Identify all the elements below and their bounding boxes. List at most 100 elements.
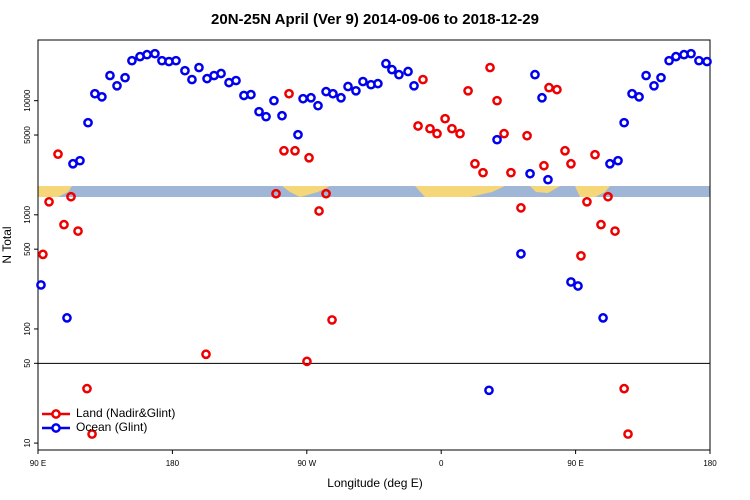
point [492, 134, 502, 145]
land-patch [415, 186, 505, 197]
x-tick-label: 0 [439, 459, 444, 468]
point [516, 203, 526, 213]
x-axis-label: Longitude (deg E) [327, 476, 422, 490]
point [254, 106, 264, 117]
point [381, 58, 391, 69]
point [279, 145, 289, 156]
point [277, 110, 287, 121]
point [38, 249, 48, 260]
point [447, 123, 457, 134]
legend-marker [51, 423, 61, 433]
point [485, 62, 495, 73]
point [150, 48, 160, 59]
point [598, 313, 608, 323]
point [544, 82, 554, 93]
point [403, 66, 413, 77]
point [413, 121, 423, 131]
point [418, 74, 428, 85]
point [327, 315, 337, 325]
point [271, 188, 281, 199]
point [694, 55, 704, 66]
point [306, 92, 316, 103]
point [44, 196, 54, 207]
point [304, 152, 314, 163]
point [194, 62, 204, 73]
point [87, 429, 97, 439]
point [623, 429, 633, 439]
point [231, 75, 241, 86]
point [686, 48, 696, 59]
x-tick-label: 90 E [567, 459, 583, 468]
x-tick-label: 90 E [30, 459, 46, 468]
point [440, 113, 450, 124]
point [142, 49, 152, 60]
point [649, 80, 659, 91]
legend-marker [51, 409, 61, 419]
point [671, 51, 681, 62]
legend-label: Land (Nadir&Glint) [76, 406, 175, 420]
ocean-strip [38, 186, 710, 197]
land-patch [530, 186, 560, 193]
point [619, 383, 629, 394]
y-tick-label: 100 [23, 322, 32, 336]
point [522, 130, 532, 141]
point [499, 128, 509, 139]
point [566, 158, 576, 169]
point [590, 149, 600, 160]
point [187, 74, 197, 85]
point [539, 160, 549, 171]
point [478, 167, 488, 178]
point [343, 81, 353, 92]
point [530, 69, 540, 80]
point [127, 55, 137, 66]
x-tick-label: 90 W [297, 459, 316, 468]
point [463, 85, 473, 96]
y-tick-label: 5000 [23, 126, 32, 144]
point [336, 92, 346, 103]
point [201, 349, 211, 360]
point [120, 72, 130, 83]
point [328, 88, 338, 99]
point [246, 89, 256, 100]
point [525, 168, 535, 179]
chart-title: 20N-25N April (Ver 9) 2014-09-06 to 2018… [211, 11, 539, 28]
point [290, 145, 300, 156]
point [566, 277, 576, 287]
point [656, 72, 666, 83]
point [610, 226, 620, 236]
point [73, 226, 83, 236]
point [313, 100, 323, 111]
point [82, 383, 92, 394]
point [543, 174, 553, 185]
point [83, 117, 93, 128]
point [506, 167, 516, 178]
point [75, 155, 85, 166]
point [269, 95, 279, 106]
point [664, 55, 674, 66]
point [537, 92, 547, 103]
point [455, 128, 465, 139]
point [613, 155, 623, 166]
point [605, 158, 615, 169]
point [351, 85, 361, 96]
point [641, 70, 651, 81]
point [261, 111, 271, 122]
point [53, 149, 63, 159]
y-tick-label: 500 [23, 242, 32, 256]
land-patch [38, 186, 72, 197]
land-patch [575, 186, 610, 197]
point [603, 191, 613, 202]
point [97, 91, 107, 102]
point [516, 248, 526, 259]
point [573, 281, 583, 291]
point [314, 206, 324, 216]
x-tick-label: 180 [703, 459, 717, 468]
point [387, 64, 397, 75]
point [425, 123, 435, 134]
point [59, 219, 69, 230]
point [302, 356, 312, 367]
point [358, 76, 368, 87]
legend-label: Ocean (Glint) [76, 420, 147, 434]
